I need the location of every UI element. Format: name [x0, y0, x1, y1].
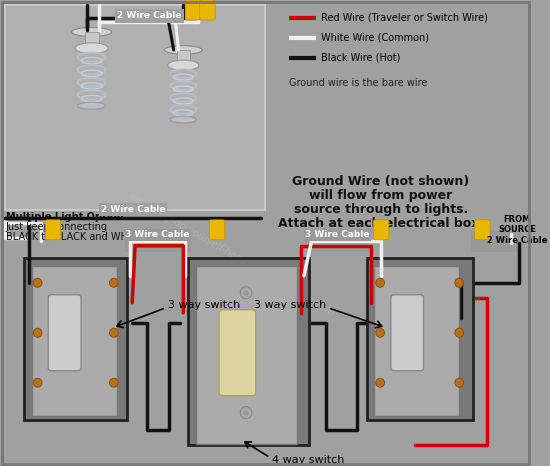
- FancyBboxPatch shape: [210, 220, 225, 240]
- Text: 3 Wire Cable: 3 Wire Cable: [125, 230, 190, 240]
- FancyBboxPatch shape: [471, 230, 521, 252]
- Circle shape: [455, 378, 464, 387]
- Ellipse shape: [168, 60, 199, 70]
- Circle shape: [240, 407, 252, 418]
- Text: 4 way switch: 4 way switch: [272, 455, 344, 465]
- Text: Just keep connecting: Just keep connecting: [6, 222, 108, 232]
- Ellipse shape: [78, 102, 106, 110]
- Circle shape: [244, 411, 248, 415]
- FancyBboxPatch shape: [475, 220, 490, 240]
- Circle shape: [34, 278, 42, 287]
- FancyBboxPatch shape: [185, 0, 201, 20]
- FancyBboxPatch shape: [390, 295, 424, 370]
- Text: 2 Wire Cable: 2 Wire Cable: [101, 205, 166, 214]
- FancyBboxPatch shape: [85, 32, 98, 45]
- Circle shape: [109, 328, 118, 337]
- FancyBboxPatch shape: [45, 220, 61, 240]
- FancyBboxPatch shape: [196, 266, 297, 444]
- Circle shape: [244, 291, 248, 295]
- Ellipse shape: [72, 27, 112, 36]
- FancyBboxPatch shape: [24, 258, 128, 420]
- FancyBboxPatch shape: [219, 310, 256, 396]
- FancyBboxPatch shape: [188, 258, 309, 445]
- Text: source through to lights.: source through to lights.: [294, 203, 468, 216]
- Text: White Wire (Common): White Wire (Common): [321, 33, 430, 43]
- Circle shape: [376, 328, 384, 337]
- Circle shape: [455, 328, 464, 337]
- Text: Ground wire is the bare wire: Ground wire is the bare wire: [289, 78, 428, 88]
- FancyBboxPatch shape: [32, 266, 117, 416]
- Text: BLACK to BLACK and WHITE to WHITE: BLACK to BLACK and WHITE to WHITE: [6, 232, 190, 242]
- FancyBboxPatch shape: [373, 220, 389, 240]
- FancyBboxPatch shape: [200, 0, 215, 20]
- Text: Red Wire (Traveler or Switch Wire): Red Wire (Traveler or Switch Wire): [321, 13, 488, 23]
- Text: FROM
SOURCE
2 Wire Cable: FROM SOURCE 2 Wire Cable: [487, 215, 547, 245]
- FancyBboxPatch shape: [307, 230, 368, 252]
- FancyBboxPatch shape: [48, 295, 81, 370]
- Circle shape: [34, 378, 42, 387]
- Text: 2 Wire Cable: 2 Wire Cable: [117, 12, 182, 21]
- Circle shape: [109, 378, 118, 387]
- Text: Multiple Light Option:: Multiple Light Option:: [6, 212, 128, 222]
- FancyBboxPatch shape: [5, 5, 265, 210]
- Ellipse shape: [170, 116, 196, 123]
- Circle shape: [109, 278, 118, 287]
- Text: 3 way switch: 3 way switch: [168, 300, 240, 310]
- Circle shape: [455, 278, 464, 287]
- FancyBboxPatch shape: [375, 266, 459, 416]
- Circle shape: [240, 287, 252, 299]
- FancyBboxPatch shape: [177, 50, 190, 62]
- Text: Black Wire (Hot): Black Wire (Hot): [321, 53, 400, 63]
- Text: www.easy-do-yourself-home-improvements.com: www.easy-do-yourself-home-improvements.c…: [126, 191, 337, 318]
- Text: will flow from power: will flow from power: [310, 189, 453, 202]
- Circle shape: [34, 328, 42, 337]
- FancyBboxPatch shape: [367, 258, 473, 420]
- Ellipse shape: [75, 43, 108, 54]
- Circle shape: [376, 278, 384, 287]
- Circle shape: [376, 378, 384, 387]
- Ellipse shape: [164, 46, 202, 54]
- Text: Ground Wire (not shown): Ground Wire (not shown): [293, 175, 470, 188]
- Text: 3 Wire Cable: 3 Wire Cable: [305, 230, 370, 240]
- Text: 3 way switch: 3 way switch: [254, 300, 326, 310]
- Text: Attach at each electrical box.: Attach at each electrical box.: [278, 217, 484, 230]
- FancyBboxPatch shape: [125, 230, 190, 252]
